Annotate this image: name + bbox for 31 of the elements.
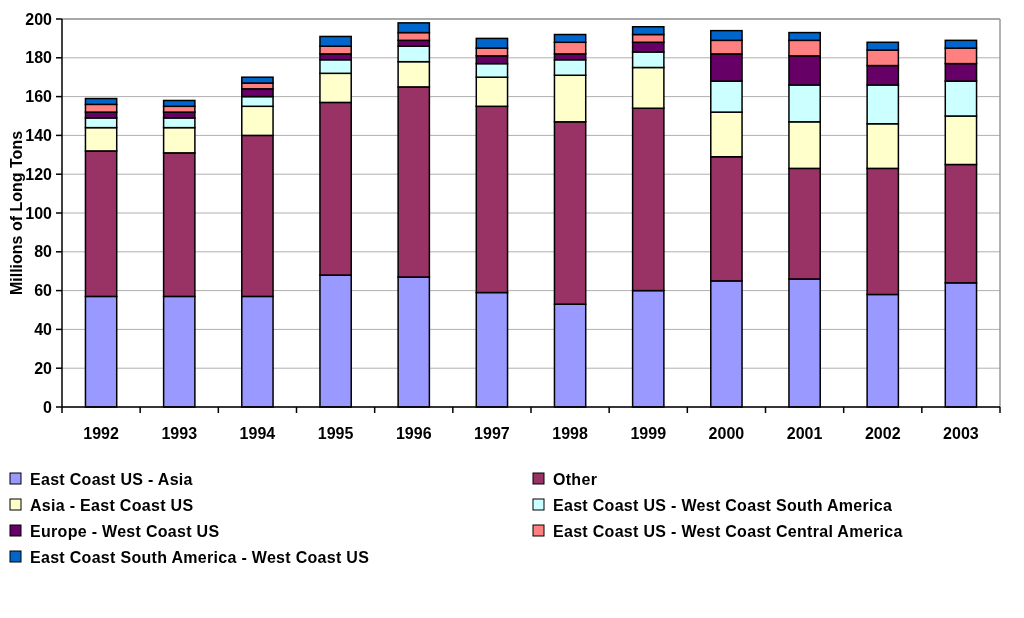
y-tick-label: 20 xyxy=(34,359,53,377)
legend-label: Other xyxy=(553,470,598,488)
y-tick-label: 60 xyxy=(34,282,53,300)
x-tick-label: 2003 xyxy=(943,425,979,442)
y-tick-label: 200 xyxy=(25,10,53,28)
legend-label: Europe - West Coast US xyxy=(30,522,220,540)
y-axis-title: Millions of Long Tons xyxy=(8,130,25,296)
x-tick-label: 2001 xyxy=(786,425,823,442)
x-tick-label: 1994 xyxy=(239,425,276,442)
legend-label: East Coast South America - West Coast US xyxy=(30,548,370,566)
x-tick-label: 1998 xyxy=(552,425,588,442)
y-tick-label: 180 xyxy=(25,49,53,67)
legend-label: East Coast US - West Coast South America xyxy=(553,496,893,514)
y-tick-label: 160 xyxy=(25,88,53,106)
legend-label: East Coast US - Asia xyxy=(30,470,193,488)
y-tick-label: 80 xyxy=(34,243,53,261)
x-tick-label: 1999 xyxy=(630,425,667,442)
y-tick-label: 0 xyxy=(43,398,53,416)
y-tick-label: 40 xyxy=(34,321,53,338)
x-tick-label: 1997 xyxy=(474,425,510,442)
x-tick-label: 1996 xyxy=(395,425,432,442)
x-tick-label: 1993 xyxy=(161,425,198,442)
y-tick-label: 100 xyxy=(25,204,53,222)
x-tick-label: 2000 xyxy=(708,425,745,442)
legend-label: East Coast US - West Coast Central America xyxy=(553,522,903,540)
x-tick-label: 1992 xyxy=(83,425,119,442)
x-tick-label: 2002 xyxy=(864,425,901,442)
x-tick-label: 1995 xyxy=(317,425,354,442)
y-tick-label: 140 xyxy=(25,127,53,144)
y-tick-label: 120 xyxy=(25,165,53,183)
legend-label: Asia - East Coast US xyxy=(30,496,194,514)
